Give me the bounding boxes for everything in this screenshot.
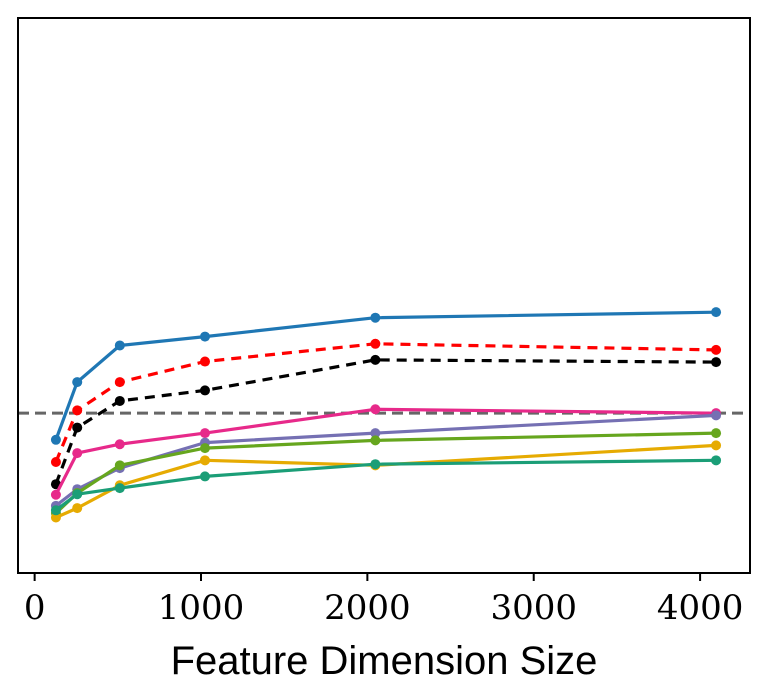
point-blue xyxy=(370,312,381,323)
point-teal xyxy=(199,471,210,482)
series-line-green xyxy=(54,431,718,515)
point-blue xyxy=(50,434,61,445)
x-tick-label: 0 xyxy=(24,588,46,628)
point-orange xyxy=(72,503,83,514)
point-red xyxy=(50,457,61,467)
series-teal xyxy=(50,455,722,516)
series-line-pink xyxy=(54,407,718,497)
point-red xyxy=(370,338,381,349)
point-pink xyxy=(370,404,381,415)
x-tick-label: 1000 xyxy=(158,588,245,628)
series-line-blue xyxy=(54,310,718,442)
point-black xyxy=(72,422,83,433)
point-orange xyxy=(711,440,722,451)
point-black xyxy=(711,357,722,368)
point-pink xyxy=(50,489,61,500)
point-teal xyxy=(114,483,125,494)
point-black xyxy=(199,385,210,396)
series-line-teal xyxy=(54,458,718,512)
point-black xyxy=(370,354,381,365)
series-orange xyxy=(50,440,722,523)
series-pink xyxy=(50,404,722,500)
point-pink xyxy=(114,439,125,450)
point-orange xyxy=(199,455,210,466)
point-teal xyxy=(711,455,722,466)
plot-frame xyxy=(17,17,751,574)
point-green xyxy=(711,428,722,439)
point-red xyxy=(114,377,125,388)
point-red xyxy=(72,405,83,416)
x-tick-label: 4000 xyxy=(657,588,744,628)
point-red xyxy=(199,356,210,367)
point-teal xyxy=(72,489,83,500)
point-purple xyxy=(370,428,381,439)
point-green xyxy=(199,443,210,454)
point-pink xyxy=(72,448,83,459)
point-teal xyxy=(370,459,381,470)
series-blue xyxy=(50,307,722,445)
x-axis-label: Feature Dimension Size xyxy=(171,639,598,683)
series-line-black xyxy=(54,358,717,485)
point-blue xyxy=(199,331,210,342)
point-blue xyxy=(711,307,722,318)
point-black xyxy=(114,395,125,406)
x-tick-label: 2000 xyxy=(324,588,411,628)
point-red xyxy=(711,344,722,355)
x-tick-label: 3000 xyxy=(490,588,577,628)
point-blue xyxy=(114,340,125,351)
point-green xyxy=(370,435,381,446)
point-pink xyxy=(199,428,210,439)
point-teal xyxy=(50,505,61,516)
point-green xyxy=(114,460,125,471)
point-orange xyxy=(50,512,61,523)
series-red xyxy=(50,338,722,467)
point-purple xyxy=(711,410,722,421)
point-blue xyxy=(72,377,83,388)
